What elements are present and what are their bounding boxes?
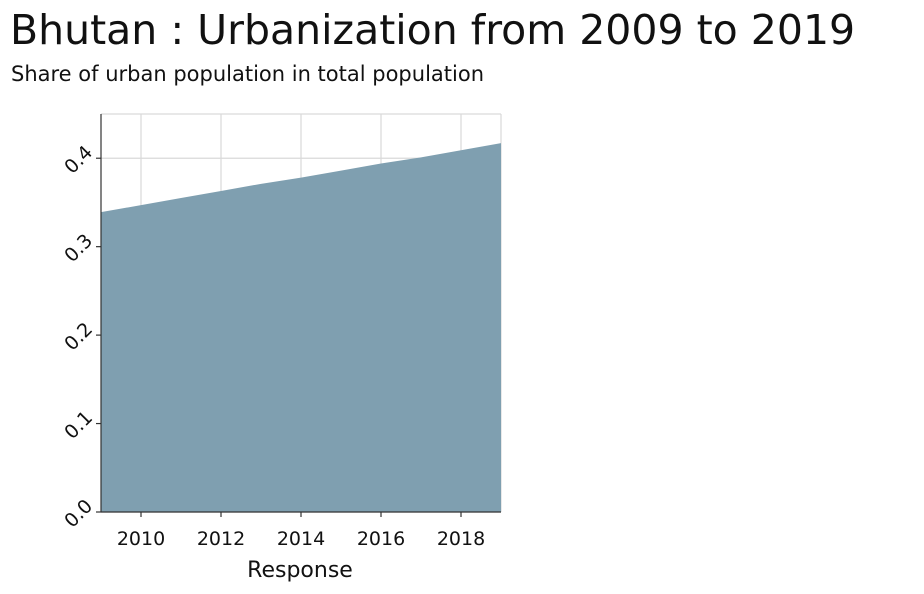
x-tick-label-2010: 2010 (117, 528, 165, 550)
axes (96, 114, 501, 517)
y-tick-label-1: 0.1 (60, 407, 97, 444)
area-series-0 (101, 143, 501, 513)
y-tick-label-3: 0.3 (60, 230, 97, 267)
x-tick-label-2014: 2014 (277, 528, 325, 550)
x-tick-label-2016: 2016 (357, 528, 405, 550)
x-axis-label: Response (247, 558, 353, 583)
area-layer (101, 143, 501, 513)
chart-subtitle: Share of urban population in total popul… (11, 62, 485, 86)
y-tick-label-4: 0.4 (60, 141, 97, 178)
x-tick-label-2012: 2012 (197, 528, 245, 550)
x-tick-label-2018: 2018 (437, 528, 485, 550)
y-tick-label-2: 0.2 (60, 318, 97, 355)
chart-title: Bhutan : Urbanization from 2009 to 2019 (10, 6, 856, 54)
y-tick-label-0: 0.0 (60, 495, 97, 532)
